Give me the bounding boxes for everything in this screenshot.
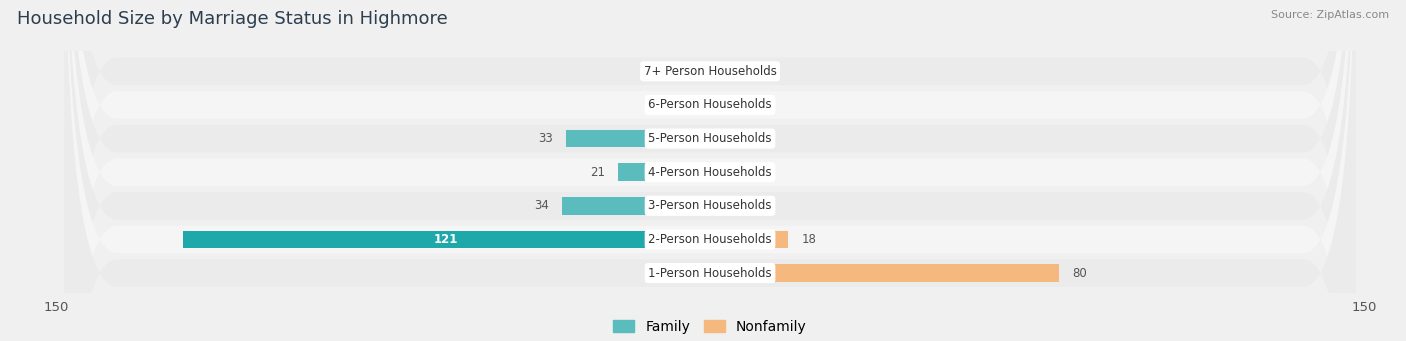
Text: 33: 33 [538, 132, 553, 145]
FancyBboxPatch shape [65, 0, 1355, 341]
Text: 2-Person Households: 2-Person Households [648, 233, 772, 246]
Text: 3-Person Households: 3-Person Households [648, 199, 772, 212]
FancyBboxPatch shape [65, 0, 1355, 341]
Text: 0: 0 [723, 65, 731, 78]
Legend: Family, Nonfamily: Family, Nonfamily [607, 314, 813, 340]
Bar [710, 264, 1059, 282]
FancyBboxPatch shape [65, 0, 1355, 341]
Bar [183, 231, 710, 248]
Text: 80: 80 [1071, 267, 1087, 280]
Text: 1-Person Households: 1-Person Households [648, 267, 772, 280]
FancyBboxPatch shape [65, 0, 1355, 341]
Text: 0: 0 [689, 65, 697, 78]
Text: 6-Person Households: 6-Person Households [648, 99, 772, 112]
Text: 2: 2 [731, 199, 740, 212]
Text: 5-Person Households: 5-Person Households [648, 132, 772, 145]
FancyBboxPatch shape [65, 0, 1355, 341]
Text: 7+ Person Households: 7+ Person Households [644, 65, 776, 78]
FancyBboxPatch shape [65, 0, 1355, 341]
FancyBboxPatch shape [65, 0, 1355, 341]
Bar [562, 197, 710, 214]
Text: 34: 34 [534, 199, 548, 212]
Text: 0: 0 [723, 132, 731, 145]
Text: 0: 0 [723, 166, 731, 179]
Text: 121: 121 [434, 233, 458, 246]
Bar [567, 130, 710, 147]
Text: 0: 0 [723, 99, 731, 112]
Text: Source: ZipAtlas.com: Source: ZipAtlas.com [1271, 10, 1389, 20]
Bar [710, 197, 718, 214]
Text: 0: 0 [689, 267, 697, 280]
Bar [619, 163, 710, 181]
Text: 21: 21 [591, 166, 606, 179]
Bar [710, 231, 789, 248]
Text: 4-Person Households: 4-Person Households [648, 166, 772, 179]
Text: 8: 8 [655, 99, 662, 112]
Bar [675, 96, 710, 114]
Text: 18: 18 [801, 233, 817, 246]
Text: Household Size by Marriage Status in Highmore: Household Size by Marriage Status in Hig… [17, 10, 447, 28]
